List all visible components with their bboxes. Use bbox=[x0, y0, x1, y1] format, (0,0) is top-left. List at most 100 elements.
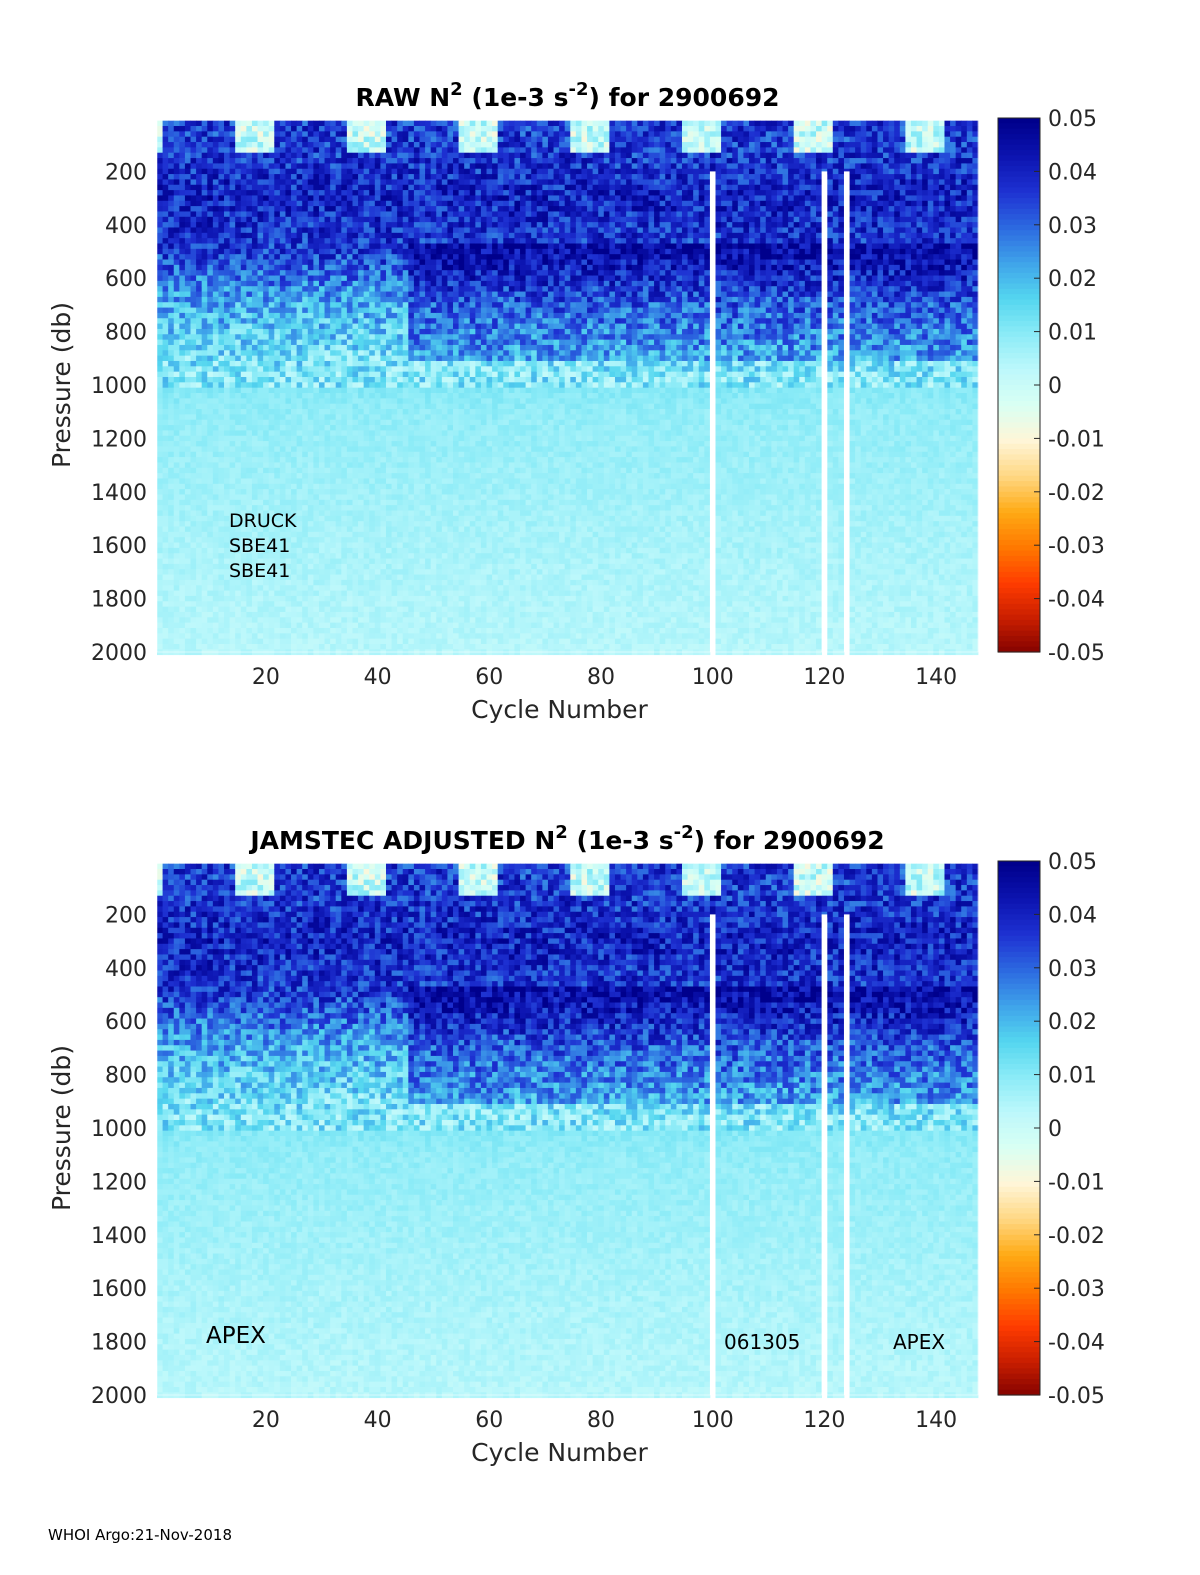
heatmap-cell bbox=[319, 521, 325, 527]
heatmap-cell bbox=[386, 382, 392, 388]
heatmap-cell bbox=[163, 420, 169, 426]
heatmap-cell bbox=[397, 585, 403, 591]
heatmap-cell bbox=[408, 121, 414, 127]
heatmap-cell bbox=[179, 265, 185, 271]
heatmap-cell bbox=[213, 121, 219, 127]
heatmap-cell bbox=[302, 137, 308, 143]
heatmap-cell bbox=[397, 484, 403, 490]
heatmap-cell bbox=[420, 601, 426, 607]
heatmap-cell bbox=[246, 211, 252, 217]
heatmap-cell bbox=[258, 500, 264, 506]
heatmap-cell bbox=[291, 313, 297, 319]
heatmap-cell bbox=[386, 505, 392, 511]
heatmap-cell bbox=[308, 185, 314, 191]
heatmap-cell bbox=[274, 131, 280, 137]
heatmap-cell bbox=[213, 179, 219, 185]
heatmap-cell bbox=[319, 548, 325, 554]
heatmap-cell bbox=[302, 243, 308, 249]
heatmap-cell bbox=[224, 206, 230, 212]
heatmap-cell bbox=[174, 153, 180, 159]
heatmap-cell bbox=[352, 623, 358, 629]
heatmap-cell bbox=[358, 313, 364, 319]
heatmap-cell bbox=[168, 163, 174, 169]
heatmap-cell bbox=[392, 553, 398, 559]
heatmap-cell bbox=[174, 137, 180, 143]
heatmap-cell bbox=[213, 628, 219, 634]
heatmap-cell bbox=[291, 366, 297, 372]
heatmap-cell bbox=[297, 340, 303, 346]
heatmap-cell bbox=[285, 249, 291, 255]
heatmap-cell bbox=[336, 260, 342, 266]
heatmap-cell bbox=[291, 281, 297, 287]
heatmap-cell bbox=[420, 633, 426, 639]
heatmap-cell bbox=[375, 575, 381, 581]
heatmap-cell bbox=[285, 179, 291, 185]
heatmap-cell bbox=[330, 468, 336, 474]
heatmap-cell bbox=[425, 580, 431, 586]
heatmap-cell bbox=[218, 414, 224, 420]
heatmap-cell bbox=[174, 179, 180, 185]
heatmap-cell bbox=[341, 158, 347, 164]
heatmap-cell bbox=[252, 500, 258, 506]
heatmap-cell bbox=[325, 446, 331, 452]
heatmap-cell bbox=[420, 260, 426, 266]
heatmap-cell bbox=[174, 222, 180, 228]
heatmap-cell bbox=[246, 324, 252, 330]
heatmap-cell bbox=[330, 409, 336, 415]
heatmap-cell bbox=[302, 356, 308, 362]
heatmap-cell bbox=[163, 628, 169, 634]
heatmap-cell bbox=[285, 398, 291, 404]
heatmap-cell bbox=[202, 121, 208, 127]
heatmap-cell bbox=[157, 121, 163, 127]
heatmap-cell bbox=[369, 265, 375, 271]
heatmap-cell bbox=[218, 206, 224, 212]
heatmap-cell bbox=[302, 628, 308, 634]
heatmap-cell bbox=[258, 158, 264, 164]
heatmap-cell bbox=[425, 478, 431, 484]
heatmap-cell bbox=[341, 441, 347, 447]
heatmap-cell bbox=[319, 308, 325, 314]
heatmap-cell bbox=[258, 233, 264, 239]
heatmap-cell bbox=[230, 591, 236, 597]
heatmap-cell bbox=[297, 366, 303, 372]
heatmap-cell bbox=[246, 393, 252, 399]
heatmap-cell bbox=[408, 473, 414, 479]
heatmap-cell bbox=[352, 527, 358, 533]
heatmap-cell bbox=[408, 137, 414, 143]
heatmap-cell bbox=[241, 147, 247, 153]
heatmap-cell bbox=[386, 281, 392, 287]
heatmap-cell bbox=[163, 585, 169, 591]
heatmap-cell bbox=[185, 270, 191, 276]
heatmap-cell bbox=[196, 639, 202, 645]
heatmap-cell bbox=[191, 313, 197, 319]
heatmap-cell bbox=[241, 398, 247, 404]
heatmap-cell bbox=[352, 575, 358, 581]
heatmap-cell bbox=[336, 350, 342, 356]
heatmap-cell bbox=[157, 366, 163, 372]
heatmap-cell bbox=[207, 425, 213, 431]
heatmap-cell bbox=[241, 137, 247, 143]
heatmap-cell bbox=[174, 569, 180, 575]
heatmap-cell bbox=[185, 233, 191, 239]
heatmap-cell bbox=[258, 121, 264, 127]
heatmap-cell bbox=[213, 366, 219, 372]
heatmap-cell bbox=[414, 233, 420, 239]
heatmap-cell bbox=[235, 601, 241, 607]
heatmap-cell bbox=[364, 356, 370, 362]
heatmap-cell bbox=[241, 195, 247, 201]
heatmap-cell bbox=[213, 217, 219, 223]
heatmap-cell bbox=[341, 505, 347, 511]
heatmap-cell bbox=[369, 211, 375, 217]
heatmap-cell bbox=[230, 393, 236, 399]
heatmap-cell bbox=[207, 591, 213, 597]
heatmap-cell bbox=[302, 436, 308, 442]
heatmap-cell bbox=[408, 543, 414, 549]
heatmap-cell bbox=[202, 153, 208, 159]
heatmap-cell bbox=[308, 329, 314, 335]
heatmap-cell bbox=[341, 398, 347, 404]
heatmap-cell bbox=[341, 484, 347, 490]
heatmap-cell bbox=[431, 559, 437, 565]
heatmap-cell bbox=[235, 366, 241, 372]
heatmap-cell bbox=[302, 350, 308, 356]
heatmap-cell bbox=[369, 201, 375, 207]
